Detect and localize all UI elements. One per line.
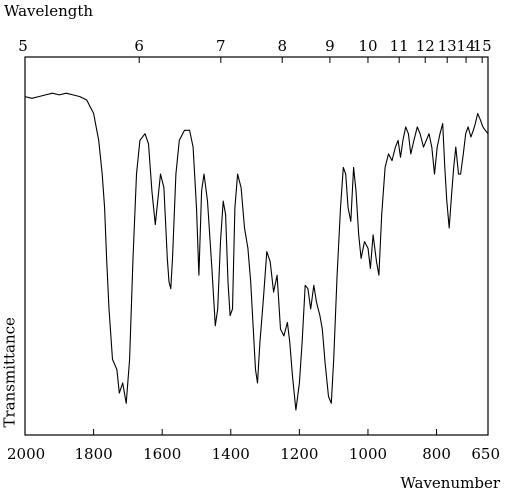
top-tick-label: 5	[18, 37, 28, 55]
top-tick-label: 12	[416, 37, 435, 55]
x-axis-title: Wavenumber	[400, 474, 500, 492]
top-axis-title: Wavelength	[4, 2, 94, 20]
bottom-tick-label: 1000	[349, 445, 387, 463]
bottom-tick-label: 1600	[143, 445, 181, 463]
y-axis-title: Transmittance	[0, 317, 19, 428]
top-tick-label: 11	[390, 37, 409, 55]
bottom-tick-label: 1800	[74, 445, 112, 463]
bottom-tick-label: 2000	[7, 445, 45, 463]
top-tick-label: 13	[438, 37, 457, 55]
bottom-tick-label: 800	[422, 445, 451, 463]
bottom-tick-label: 1200	[280, 445, 318, 463]
top-tick-label: 6	[134, 37, 144, 55]
spectrum-line	[24, 92, 489, 411]
bottom-axis-ticks: 2000 1800 1600 1400 1200 1000 800 650	[7, 429, 500, 463]
bottom-tick-label: 650	[471, 445, 500, 463]
bottom-tick-label: 1400	[212, 445, 250, 463]
top-tick-label: 8	[277, 37, 287, 55]
plot-frame	[24, 56, 489, 436]
top-tick-label: 15	[473, 37, 492, 55]
top-tick-label: 10	[358, 37, 377, 55]
top-tick-label: 9	[325, 37, 335, 55]
top-tick-label: 7	[216, 37, 226, 55]
top-tick-label: 14	[457, 37, 476, 55]
